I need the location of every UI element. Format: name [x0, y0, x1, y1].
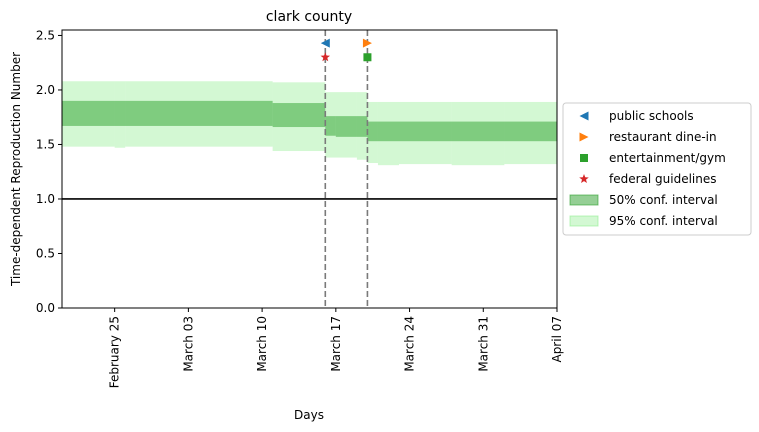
- chart-title: clark county: [266, 9, 352, 25]
- y-axis-label: Time-dependent Reproduction Number: [9, 52, 23, 287]
- x-tick-label: March 24: [403, 316, 417, 372]
- marker-federal-guidelines: [320, 52, 331, 62]
- legend-label-public-schools: public schools: [609, 109, 694, 123]
- legend-marker-federal-guidelines: [579, 174, 589, 184]
- marker-public-schools: [320, 38, 330, 48]
- x-axis-label: Days: [294, 408, 324, 422]
- x-tick-label: March 10: [255, 316, 269, 372]
- band-50-segment: [62, 100, 273, 126]
- x-tick-label: April 07: [550, 316, 564, 363]
- intervention-lines: [324, 30, 369, 308]
- legend: public schools restaurant dine-in entertai…: [562, 102, 752, 236]
- confidence-bands: [62, 81, 557, 166]
- intervention-markers: [320, 38, 372, 62]
- marker-restaurant-dine-in: [362, 38, 372, 48]
- y-tick-label: 0.5: [36, 246, 55, 260]
- y-tick-label: 1.5: [36, 137, 55, 151]
- band-50-segment: [272, 103, 326, 128]
- legend-marker-public-schools: [579, 111, 589, 121]
- x-tick-label: March 31: [476, 316, 490, 372]
- y-axis: 0.0 0.5 1.0 1.5 2.0 2.5: [36, 28, 62, 315]
- plot-frame: [61, 29, 558, 309]
- band-50-segment: [367, 121, 557, 142]
- legend-marker-entertainment-gym: [580, 154, 588, 162]
- band-50-segment: [335, 116, 368, 137]
- x-axis: February 25 March 03 March 10 March 17 March…: [108, 308, 564, 388]
- y-tick-label: 2.5: [36, 28, 55, 42]
- x-tick-label: March 03: [181, 316, 195, 372]
- legend-swatch-95-conf-interval: [569, 215, 599, 227]
- legend-label-federal-guidelines: federal guidelines: [609, 172, 717, 186]
- y-tick-label: 2.0: [36, 83, 55, 97]
- y-tick-label: 1.0: [36, 192, 55, 206]
- legend-marker-restaurant-dine-in: [579, 132, 589, 142]
- legend-label-entertainment-gym: entertainment/gym: [609, 151, 726, 165]
- marker-entertainment-gym: [363, 53, 372, 62]
- legend-label-95-conf-interval: 95% conf. interval: [609, 214, 718, 228]
- legend-label-50-conf-interval: 50% conf. interval: [609, 193, 718, 207]
- y-tick-label: 0.0: [36, 301, 55, 315]
- legend-label-restaurant-dine-in: restaurant dine-in: [609, 130, 717, 144]
- legend-swatch-50-conf-interval: [569, 194, 599, 206]
- legend-box: [562, 102, 752, 236]
- x-tick-label: February 25: [108, 316, 122, 388]
- x-tick-label: March 17: [329, 316, 343, 372]
- band-50-segment: [325, 116, 336, 136]
